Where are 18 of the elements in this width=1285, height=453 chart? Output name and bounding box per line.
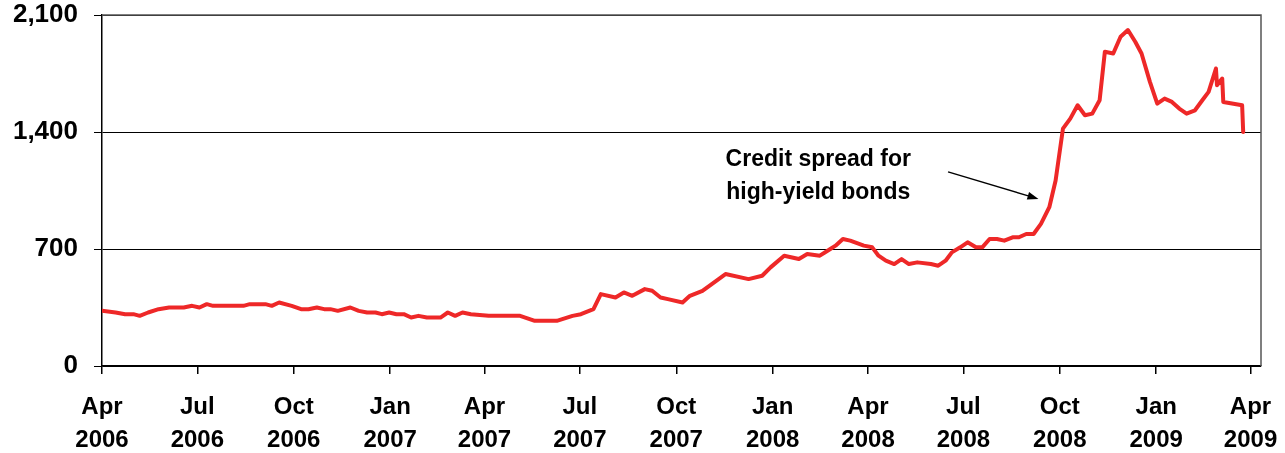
y-tick-label: 1,400 <box>12 115 78 146</box>
x-tick-label: Jul 2006 <box>170 392 225 453</box>
x-tick-label: Jan 2008 <box>745 392 800 453</box>
x-tick-label: Oct 2008 <box>1033 392 1087 453</box>
x-tick-label: Jul 2007 <box>553 392 607 453</box>
x-tick-label: Apr 2009 <box>1223 392 1278 453</box>
annotation: Credit spread for high-yield bonds <box>725 144 911 204</box>
y-tick-label: 0 <box>63 349 78 380</box>
x-tick-label: Apr 2007 <box>457 392 512 453</box>
x-tick-label: Apr 2006 <box>75 392 129 453</box>
x-tick-label: Jan 2007 <box>363 392 417 453</box>
y-tick-label: 700 <box>34 232 78 263</box>
x-tick-label: Jan 2009 <box>1129 392 1183 453</box>
x-tick-label: Oct 2006 <box>267 392 321 453</box>
x-tick-label: Apr 2008 <box>841 392 895 453</box>
x-tick-label: Oct 2007 <box>649 392 703 453</box>
y-tick-label: 2,100 <box>12 0 78 29</box>
x-tick-label: Jul 2008 <box>936 392 991 453</box>
